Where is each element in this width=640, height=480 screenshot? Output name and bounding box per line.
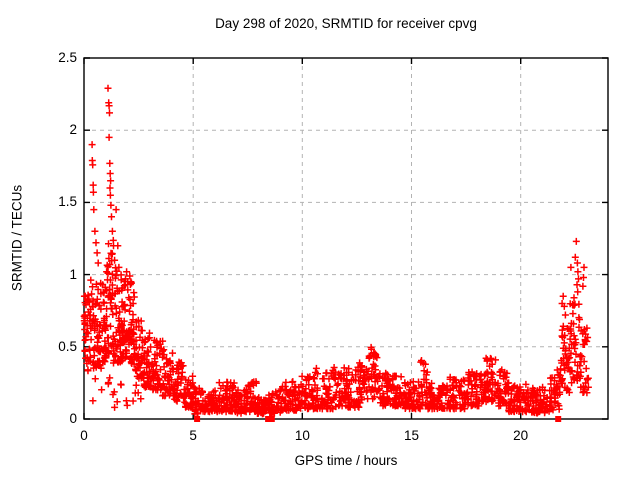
zero-value-marker (194, 416, 201, 422)
y-tick-label-0: 0 (69, 411, 77, 426)
plot-border (83, 57, 609, 420)
y-tick-label-2: 2 (69, 122, 77, 138)
chart-title: Day 298 of 2020, SRMTID for receiver cpv… (215, 16, 477, 31)
x-tick-label-20: 20 (513, 428, 529, 443)
grid-lines (84, 58, 608, 419)
x-tick-label-10: 10 (294, 428, 310, 443)
zero-value-marker (268, 416, 275, 422)
y-tick-label-1.5: 1.5 (58, 194, 77, 210)
data-points-srmtid (80, 84, 592, 418)
axis-tick-marks (83, 57, 608, 420)
y-tick-label-1: 1 (69, 266, 77, 282)
zero-value-marker (555, 416, 562, 422)
x-tick-label-0: 0 (80, 428, 88, 443)
y-tick-label-0.5: 0.5 (58, 338, 77, 354)
x-tick-label-15: 15 (403, 428, 420, 443)
x-tick-label-5: 5 (189, 428, 197, 443)
zero-value-marker (265, 416, 272, 422)
y-tick-label-2.5: 2.5 (58, 50, 77, 65)
x-axis-label: GPS time / hours (294, 453, 398, 468)
